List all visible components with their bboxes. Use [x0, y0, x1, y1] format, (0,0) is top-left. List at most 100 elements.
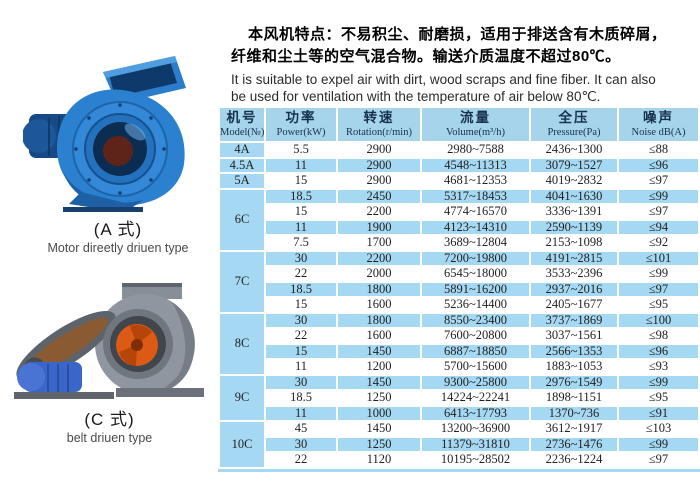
col-header-cn: 转速 [363, 110, 395, 125]
table-row: 22 2000 6545~18000 3533~2396 ≤99 [220, 266, 698, 281]
table-row: 7.5 1700 3689~12804 2153~1098 ≤92 [220, 235, 698, 250]
spec-cell: 1900 [338, 220, 420, 234]
spec-cell: 5.5 [266, 142, 336, 157]
spec-cell: 7.5 [266, 235, 336, 250]
spec-cell: 18.5 [266, 189, 336, 203]
spec-cell: ≤101 [619, 251, 698, 265]
spec-cell: 15 [266, 344, 336, 358]
spec-cell: 1600 [338, 297, 420, 312]
spec-cell: 4123~14310 [422, 220, 529, 234]
model-cell-6C: 6C [220, 189, 264, 250]
spec-cell: 22 [266, 452, 336, 467]
spec-cell: 30 [266, 437, 336, 451]
spec-cell: 1600 [338, 328, 420, 343]
fan-c-subcaption: belt driuen type [66, 431, 153, 445]
spec-cell: 4681~12353 [422, 173, 529, 188]
col-header-en: Noise dB(A) [631, 127, 686, 138]
spec-cell: 11 [266, 359, 336, 374]
col-header-2: 转速 Rotation(r/min) [338, 108, 420, 141]
table-row: 4A 5.5 2900 2980~7588 2436~1300 ≤88 [220, 142, 698, 157]
spec-cell: ≤94 [619, 220, 698, 234]
spec-cell: 10195~28502 [422, 452, 529, 467]
model-cell-4.5A: 4.5A [220, 158, 264, 172]
table-row: 18.5 1800 5891~16200 2937~2016 ≤97 [220, 282, 698, 296]
table-row: 5A 15 2900 4681~12353 4019~2832 ≤97 [220, 173, 698, 188]
spec-cell: 2976~1549 [531, 375, 617, 389]
spec-cell: 3612~1917 [531, 421, 617, 436]
spec-cell: 9300~25800 [422, 375, 529, 389]
fan-c-caption: (C 式) [84, 410, 135, 429]
spec-cell: ≤97 [619, 282, 698, 296]
col-header-0: 机号 Model(№) [220, 108, 264, 141]
spec-cell: 22 [266, 266, 336, 281]
spec-cell: 3533~2396 [531, 266, 617, 281]
spec-cell: 2236~1224 [531, 452, 617, 467]
spec-cell: 6887~18850 [422, 344, 529, 358]
spec-cell: ≤92 [619, 235, 698, 250]
spec-cell: ≤95 [619, 390, 698, 405]
spec-cell: 1450 [338, 344, 420, 358]
model-cell-8C: 8C [220, 313, 264, 374]
spec-cell: 5236~14400 [422, 297, 529, 312]
col-header-5: 噪声 Noise dB(A) [619, 108, 698, 141]
col-header-cn: 机号 [226, 110, 258, 125]
spec-cell: 8550~23400 [422, 313, 529, 327]
spec-cell: 4019~2832 [531, 173, 617, 188]
spec-cell: ≤96 [619, 344, 698, 358]
fan-a-image [23, 56, 186, 212]
spec-cell: 1450 [338, 421, 420, 436]
spec-cell: 15 [266, 173, 336, 188]
spec-cell: 18.5 [266, 390, 336, 405]
spec-cell: 1883~1053 [531, 359, 617, 374]
spec-cell: 30 [266, 375, 336, 389]
spec-cell: 3689~12804 [422, 235, 529, 250]
col-header-cn: 功率 [285, 110, 317, 125]
intro-cn-line1: 本风机特点：不易积尘、耐磨损，适用于排送含有木质碎屑， [248, 26, 667, 43]
fan-c-image [13, 283, 204, 399]
table-row: 22 1600 7600~20800 3037~1561 ≤98 [220, 328, 698, 343]
spec-cell: 2980~7588 [422, 142, 529, 157]
intro-en-line2: be used for ventilation with the tempera… [231, 89, 601, 104]
intro-cn-line2: 纤维和尘土等的空气混合物。输送介质温度不超过80℃。 [231, 48, 621, 65]
spec-cell: ≤97 [619, 204, 698, 219]
model-cell-10C: 10C [220, 422, 264, 467]
spec-cell: 18.5 [266, 282, 336, 296]
spec-cell: 6545~18000 [422, 266, 529, 281]
spec-cell: 45 [266, 421, 336, 436]
spec-cell: ≤96 [619, 158, 698, 172]
col-header-cn: 噪声 [643, 110, 674, 125]
col-header-en: Volume(m³/h) [446, 127, 505, 138]
col-header-cn: 全压 [558, 110, 590, 125]
spec-cell: 1370~736 [531, 406, 617, 420]
table-row: 15 2200 4774~16570 3336~1391 ≤97 [220, 204, 698, 219]
spec-cell: 7600~20800 [422, 328, 529, 343]
spec-cell: 13200~36900 [422, 421, 529, 436]
spec-cell: 3737~1869 [531, 313, 617, 327]
spec-cell: 2736~1476 [531, 437, 617, 451]
spec-cell: 4191~2815 [531, 251, 617, 265]
spec-cell: 1250 [338, 437, 420, 451]
intro-en-line1: It is suitable to expel air with dirt, w… [231, 72, 656, 87]
col-header-4: 全压 Pressure(Pa) [531, 108, 617, 141]
spec-cell: ≤95 [619, 297, 698, 312]
table-row: 18.5 1250 14224~22241 1898~1151 ≤95 [220, 390, 698, 405]
spec-cell: ≤97 [619, 452, 698, 467]
spec-cell: 3336~1391 [531, 204, 617, 219]
fan-a-caption: (A 式) [93, 220, 143, 239]
spec-cell: ≤103 [619, 421, 698, 436]
spec-cell: 1250 [338, 390, 420, 405]
spec-cell: ≤91 [619, 406, 698, 420]
table-bottom-strip [218, 469, 700, 472]
spec-cell: 1450 [338, 375, 420, 389]
spec-cell: 2590~1139 [531, 220, 617, 234]
spec-cell: 2200 [338, 251, 420, 265]
spec-cell: 6413~17793 [422, 406, 529, 420]
spec-cell: 7200~19800 [422, 251, 529, 265]
table-row: 30 1250 11379~31810 2736~1476 ≤99 [220, 437, 698, 451]
table-row: 6C 18.5 2450 5317~18453 4041~1630 ≤99 [220, 189, 698, 250]
spec-cell: ≤99 [619, 375, 698, 389]
fan-c-figure: (C 式) belt driuen type [2, 282, 217, 445]
spec-cell: 2566~1353 [531, 344, 617, 358]
table-row: 11 1200 5700~15600 1883~1053 ≤93 [220, 359, 698, 374]
